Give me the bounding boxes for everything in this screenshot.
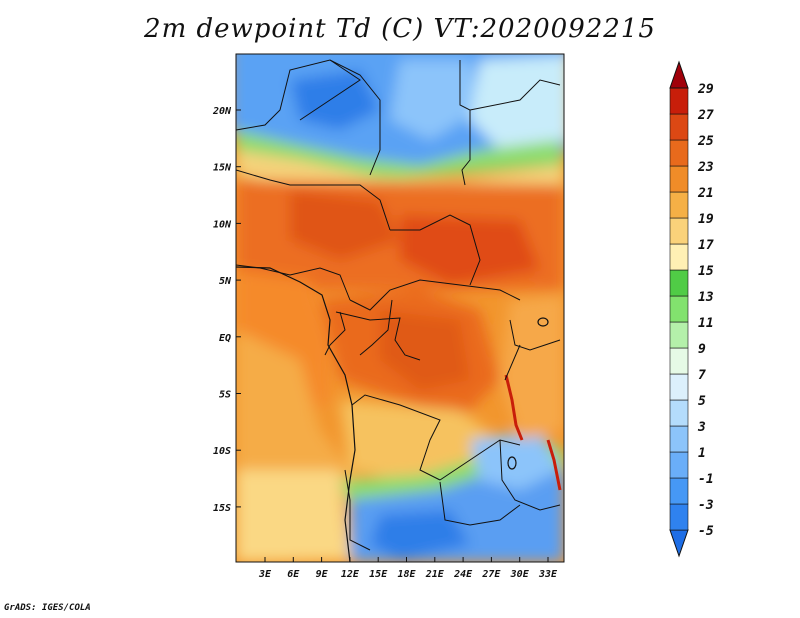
colorbar-bin xyxy=(669,425,689,453)
colorbar-label: 17 xyxy=(698,238,714,253)
lon-tick-label: 3E xyxy=(258,569,272,580)
lat-tick-label: 15N xyxy=(213,163,232,174)
colorbar-bin xyxy=(669,217,689,245)
longitude-axis: 3E 6E 9E 12E 15E 18E 21E 24E 27E 30E 33E xyxy=(258,557,558,580)
colorbar-label: 7 xyxy=(698,368,706,383)
grads-credit: GrADS: IGES/COLA xyxy=(4,603,91,613)
lat-tick-label: 5N xyxy=(219,276,232,287)
colorbar-bin xyxy=(669,477,689,505)
colorbar-label: -5 xyxy=(698,524,714,539)
lat-tick-label: 5S xyxy=(219,390,231,401)
colorbar-label: 21 xyxy=(697,186,714,201)
map-frame xyxy=(235,53,565,563)
chart-title: 2m dewpoint Td (C) VT:2020092215 xyxy=(144,14,656,44)
lon-tick-label: 24E xyxy=(453,569,473,580)
lat-tick-label: EQ xyxy=(219,333,231,344)
colorbar-label: 19 xyxy=(698,212,714,227)
colorbar-label: 3 xyxy=(697,420,706,435)
colorbar-bin xyxy=(669,347,689,375)
colorbar-bin xyxy=(669,399,689,427)
colorbar-bin xyxy=(669,529,689,558)
colorbar-bin xyxy=(669,113,689,141)
lon-tick-label: 30E xyxy=(510,569,530,580)
colorbar-bin xyxy=(669,269,689,297)
colorbar-label: 29 xyxy=(697,82,714,97)
lon-tick-label: 33E xyxy=(538,569,558,580)
lon-tick-label: 21E xyxy=(425,569,445,580)
colorbar-label: 15 xyxy=(698,264,714,279)
lon-tick-label: 27E xyxy=(481,569,501,580)
colorbar-bin xyxy=(669,451,689,479)
colorbar-bin xyxy=(669,373,689,401)
colorbar-label: 25 xyxy=(697,134,714,149)
colorbar-bin xyxy=(669,139,689,167)
colorbar-label: -1 xyxy=(698,472,714,487)
colorbar-bin xyxy=(669,60,689,89)
lon-tick-label: 18E xyxy=(397,569,416,580)
lon-tick-label: 15E xyxy=(369,569,388,580)
colorbar-label: 11 xyxy=(698,316,714,331)
lat-tick-label: 10N xyxy=(213,219,232,230)
lat-tick-label: 20N xyxy=(212,106,232,117)
lat-tick-label: 15S xyxy=(213,503,231,514)
colorbar-bin xyxy=(669,321,689,349)
colorbar-label: 1 xyxy=(698,446,706,461)
colorbar-label: 9 xyxy=(698,342,706,357)
colorbar-bin xyxy=(669,503,689,531)
dewpoint-field xyxy=(236,54,564,562)
latitude-axis: 20N 15N 10N 5N EQ 5S 10S 15S xyxy=(212,106,241,514)
lon-tick-label: 9E xyxy=(316,569,329,580)
colorbar-label: 5 xyxy=(698,394,706,409)
colorbar-bin xyxy=(669,243,689,271)
lon-tick-label: 6E xyxy=(287,569,300,580)
colorbar-bin xyxy=(669,191,689,219)
colorbar-label: 13 xyxy=(698,290,714,305)
colorbar-label: -3 xyxy=(698,498,714,513)
colorbar-bin xyxy=(669,165,689,193)
colorbar-label: 27 xyxy=(697,108,714,123)
colorbar-bin xyxy=(669,87,689,115)
lat-tick-label: 10S xyxy=(213,446,231,457)
colorbar-bin xyxy=(669,295,689,323)
colorbar-label: 23 xyxy=(697,160,714,175)
lon-tick-label: 12E xyxy=(341,569,360,580)
